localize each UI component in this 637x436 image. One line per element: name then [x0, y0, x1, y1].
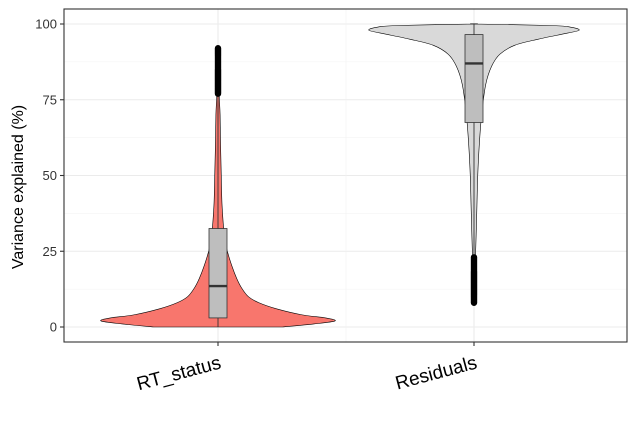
y-tick-label: 25 — [43, 244, 57, 259]
x-tick-label: Residuals — [393, 353, 479, 395]
y-axis-ticks: 0 25 50 75 100 — [35, 17, 64, 335]
y-axis-title: Variance explained (%) — [10, 105, 27, 269]
x-tick-label: RT_status — [135, 353, 224, 396]
box-rt-status — [208, 228, 228, 319]
boxplots — [208, 24, 484, 327]
y-tick-label: 100 — [35, 17, 57, 32]
outlier-point-rt-status — [214, 45, 222, 52]
y-tick-label: 50 — [43, 168, 57, 183]
outlier-point-residuals — [470, 254, 478, 261]
outliers — [214, 45, 478, 306]
y-tick-label: 0 — [50, 320, 57, 335]
box-residuals — [464, 34, 484, 123]
x-axis-ticks: RT_status Residuals — [135, 342, 479, 396]
y-tick-label: 75 — [43, 92, 57, 107]
